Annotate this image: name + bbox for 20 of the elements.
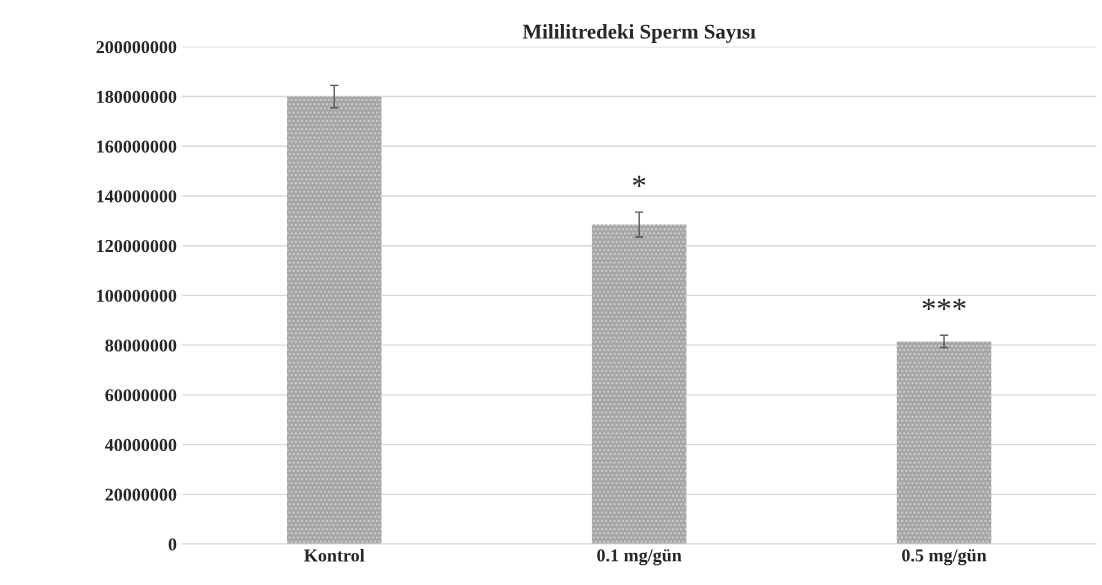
- annotation: ***: [922, 298, 966, 310]
- y-tick-label: 60000000: [105, 389, 177, 402]
- y-tick-label: 140000000: [97, 190, 177, 203]
- chart-title: Mililitredeki Sperm Sayısı: [522, 24, 756, 43]
- bar: [591, 224, 687, 545]
- y-tick-label: 80000000: [105, 339, 177, 352]
- x-tick-label: 0.1 mg/gün: [597, 549, 682, 566]
- y-tick-label: 200000000: [96, 41, 177, 54]
- x-tick-label: Kontrol: [304, 548, 365, 562]
- y-tick-label: 40000000: [104, 438, 177, 452]
- y-tick-label: 100000000: [97, 289, 177, 302]
- bar: [896, 341, 992, 545]
- y-tick-label: 20000000: [105, 488, 177, 501]
- bar: [287, 96, 382, 545]
- annotation: *: [633, 175, 646, 187]
- x-tick-label: 0.5 mg/gün: [902, 549, 987, 566]
- y-tick-label: 180000000: [97, 90, 177, 103]
- y-tick-label: 120000000: [97, 239, 177, 253]
- y-tick-label: 160000000: [97, 140, 177, 153]
- y-tick-label: 0: [168, 538, 177, 551]
